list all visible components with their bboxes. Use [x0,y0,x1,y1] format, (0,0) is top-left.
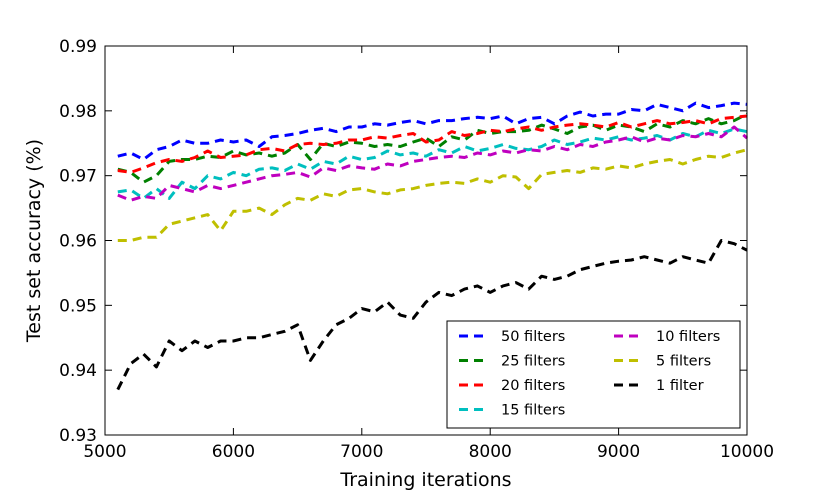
legend: 50 filters 25 filters 20 filters 15 filters… [446,320,741,429]
y-axis-label: Test set accuracy (%) [23,139,45,343]
x-tick-label: 5000 [83,442,126,462]
y-tick-label: 0.99 [59,37,97,57]
series-line-6 [116,239,748,391]
y-tick-label: 0.95 [59,296,97,316]
legend-label-3: 15 filters [501,403,565,419]
x-tick-label: 8000 [469,442,512,462]
x-tick-label: 6000 [212,442,255,462]
y-tick-label: 0.93 [59,426,97,446]
series-line-1 [117,112,748,184]
series-line-2 [117,114,748,174]
series-line-5 [117,148,748,242]
legend-label-4: 10 filters [656,329,720,345]
tick-layer: 5000 6000 7000 8000 9000 10000 0.93 0.94 0.95 0.9… [59,37,774,462]
y-tick-label: 0.96 [59,232,97,252]
x-tick-label: 9000 [597,442,640,462]
series-layer [116,101,748,391]
legend-label-1: 25 filters [501,354,565,370]
series-line-3 [117,127,748,200]
y-tick-label: 0.97 [59,167,97,187]
x-tick-label: 10000 [720,442,774,462]
legend-label-5: 5 filters [656,354,711,370]
series-line-4 [117,125,748,202]
x-axis-label: Training iterations [339,469,511,491]
y-tick-label: 0.94 [59,361,97,381]
legend-label-0: 50 filters [501,329,565,345]
legend-label-2: 20 filters [501,378,565,394]
series-line-0 [117,101,748,161]
legend-box [446,320,741,429]
x-tick-label: 7000 [340,442,383,462]
legend-label-6: 1 filter [656,378,704,394]
y-tick-label: 0.98 [59,102,97,122]
